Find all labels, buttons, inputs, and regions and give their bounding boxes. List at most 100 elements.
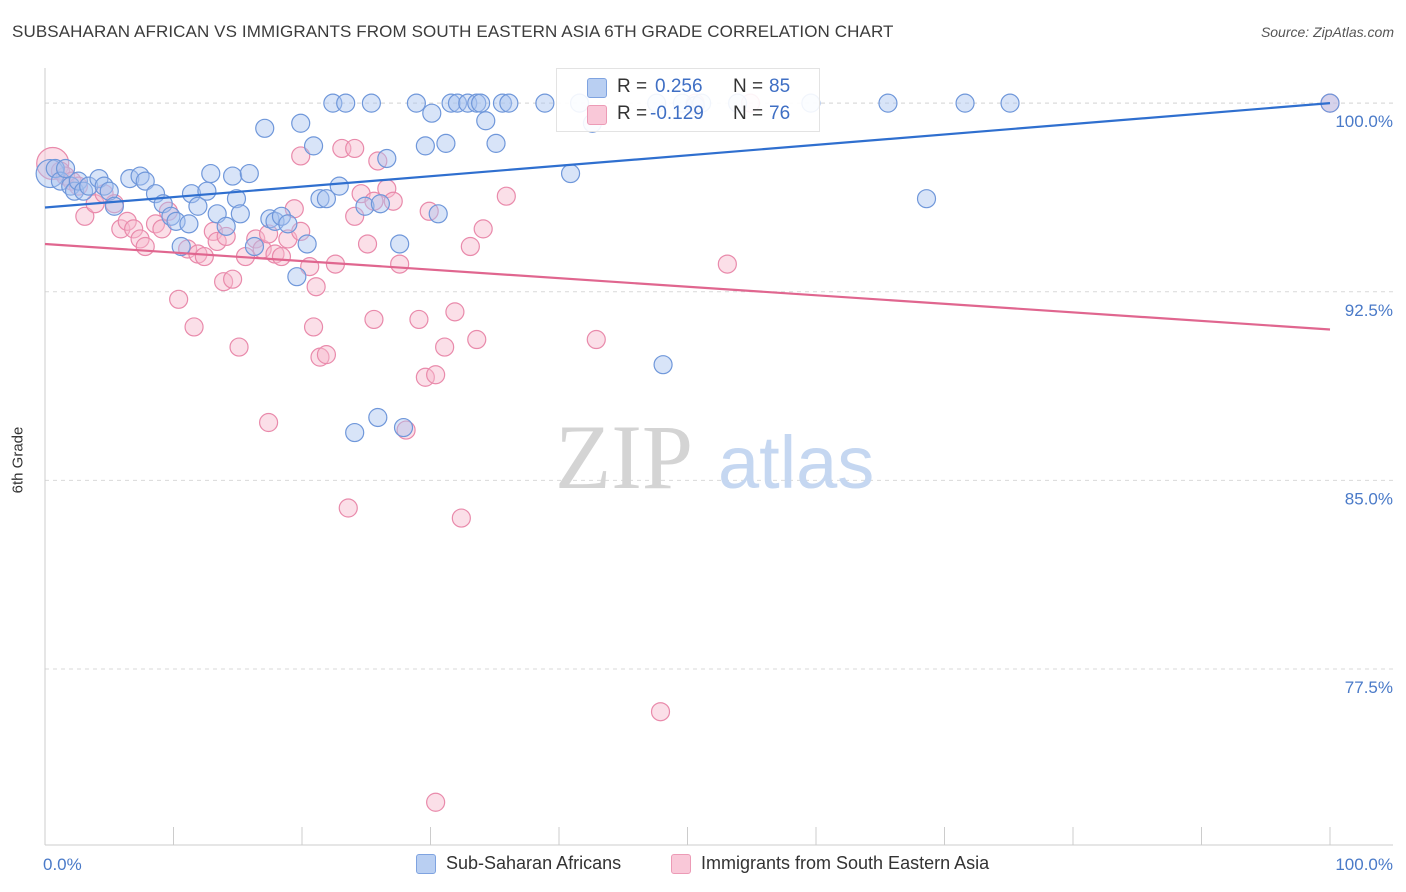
y-tick-label: 77.5%	[1345, 678, 1393, 697]
subsaharan-point	[244, 236, 265, 257]
axes	[44, 68, 1393, 846]
subsaharan-point	[377, 148, 397, 169]
subsaharan-point	[216, 216, 236, 236]
legend-swatch-blue	[587, 78, 607, 98]
immigrants-point	[229, 337, 249, 357]
immigrants-point	[216, 226, 236, 247]
immigrants-point	[396, 420, 416, 440]
subsaharan-point	[291, 113, 311, 133]
legend-n-value: 85	[769, 76, 791, 97]
legend-swatch-blue	[416, 854, 436, 874]
subsaharan-point	[278, 214, 298, 234]
subsaharan-point	[181, 184, 202, 204]
subsaharan-point	[393, 417, 414, 438]
subsaharan-point	[355, 196, 375, 216]
immigrants-point	[303, 317, 324, 337]
immigrants-point	[258, 224, 279, 244]
subsaharan-point	[955, 93, 975, 113]
subsaharan-point	[390, 234, 410, 254]
immigrants-point	[36, 146, 70, 181]
subsaharan-point	[428, 204, 448, 224]
immigrants-point	[460, 236, 480, 257]
x-tick-label: 0.0%	[43, 855, 82, 874]
subsaharan-point	[471, 93, 491, 113]
subsaharan-point	[99, 181, 119, 201]
y-tick-label: 85.0%	[1345, 489, 1393, 508]
immigrants-point	[169, 289, 189, 309]
immigrants-point	[306, 277, 326, 297]
immigrants-point	[496, 186, 516, 206]
legend-row-subsaharan: R = 0.256 N = 85	[557, 74, 819, 100]
subsaharan-point	[916, 189, 937, 209]
legend-r-label: R =	[617, 103, 648, 124]
trend-lines	[44, 102, 1331, 331]
watermark-atlas: atlas	[718, 421, 874, 504]
immigrants-point	[194, 246, 214, 267]
y-tick-label: 92.5%	[1345, 301, 1393, 320]
immigrants-point	[258, 412, 279, 433]
tick-labels: 77.5% 85.0% 92.5% 100.0% 0.0% 100.0%	[43, 112, 1393, 874]
subsaharan-point	[197, 181, 217, 201]
immigrants-point	[184, 317, 204, 337]
immigrants-point	[338, 498, 358, 518]
immigrants-point	[345, 138, 365, 159]
subsaharan-point	[370, 194, 390, 214]
y-tick-label: 100.0%	[1335, 112, 1393, 131]
immigrants-point	[271, 246, 292, 267]
immigrants-point	[426, 792, 446, 812]
legend-row-immigrants: R = -0.129 N = 76	[557, 101, 819, 127]
subsaharan-point	[239, 163, 259, 184]
subsaharan-point	[486, 133, 506, 153]
subsaharan-point	[45, 158, 65, 179]
subsaharan-point	[436, 133, 456, 153]
watermark: ZIP atlas	[555, 406, 874, 508]
subsaharan-point	[535, 93, 555, 113]
subsaharan-point	[447, 93, 468, 113]
immigrants-point	[390, 254, 410, 274]
subsaharan-point	[560, 163, 581, 184]
subsaharan-point	[201, 163, 221, 184]
subsaharan-point	[441, 93, 461, 113]
subsaharan-point	[361, 93, 381, 113]
subsaharan-point	[104, 196, 124, 216]
subsaharan-point	[653, 355, 673, 375]
subsaharan-point	[492, 93, 513, 113]
subsaharan-point	[368, 407, 388, 428]
subsaharan-point	[297, 234, 317, 254]
subsaharan-point	[1000, 93, 1020, 113]
immigrants-point	[451, 508, 471, 528]
subsaharan-point	[878, 93, 898, 113]
immigrants-point	[135, 236, 155, 257]
immigrants-point	[445, 302, 465, 322]
immigrants-trend-line	[44, 242, 1331, 331]
subsaharan-point	[135, 171, 155, 191]
subsaharan-point	[179, 214, 199, 234]
subsaharan-point	[303, 136, 324, 156]
immigrants-point	[117, 211, 137, 231]
subsaharan-point	[287, 267, 307, 287]
immigrants-point	[717, 254, 737, 274]
immigrants-point	[435, 337, 455, 357]
legend-label: Immigrants from South Eastern Asia	[701, 853, 990, 873]
subsaharan-point	[476, 111, 496, 131]
legend-n-value: 76	[769, 103, 791, 124]
subsaharan-point	[68, 171, 89, 191]
immigrants-point	[345, 206, 365, 226]
immigrants-point	[124, 219, 144, 239]
series-legend: Sub-Saharan Africans Immigrants from Sou…	[0, 852, 1406, 878]
subsaharan-point	[422, 103, 442, 123]
subsaharan-point	[415, 136, 435, 156]
series-subsaharan-points	[35, 93, 1340, 443]
immigrants-point	[207, 231, 227, 252]
legend-swatch-pink	[671, 854, 691, 874]
subsaharan-point	[188, 196, 208, 216]
subsaharan-point	[406, 93, 426, 113]
immigrants-point	[409, 309, 429, 330]
legend-r-label: R =	[617, 76, 648, 97]
legend-label: Sub-Saharan Africans	[446, 853, 622, 873]
immigrants-point	[291, 146, 311, 166]
legend-r-value: 0.256	[655, 76, 703, 97]
subsaharan-point	[171, 236, 191, 257]
immigrants-point	[357, 234, 378, 254]
